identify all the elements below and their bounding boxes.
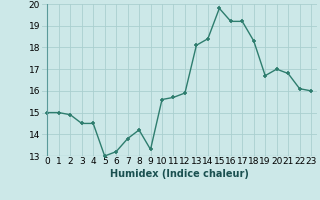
X-axis label: Humidex (Indice chaleur): Humidex (Indice chaleur): [110, 169, 249, 179]
